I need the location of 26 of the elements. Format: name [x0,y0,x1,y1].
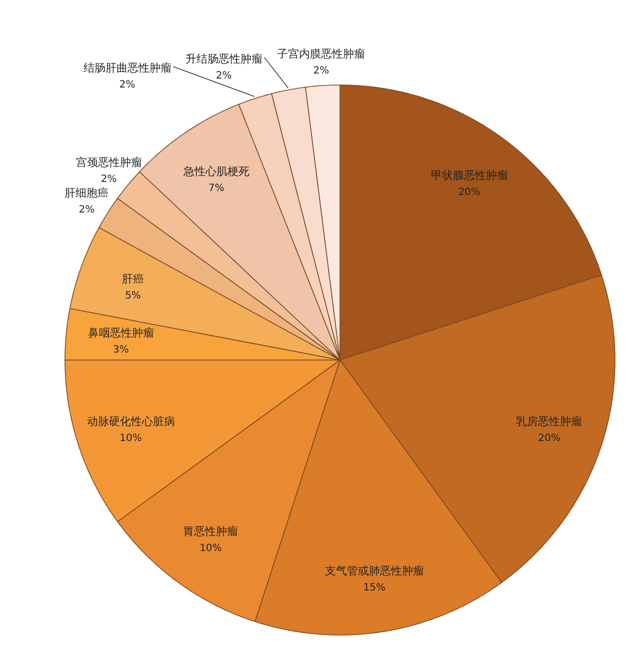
slice-label: 胃恶性肿瘤 [183,524,238,538]
slice-label: 子宫内膜恶性肿瘤 [277,48,366,61]
data-label: 2% [313,66,330,77]
slice-label: 甲状腺恶性肿瘤 [430,169,508,182]
data-label: 20% [538,432,560,444]
slice-label: 动脉硬化性心脏病 [86,414,175,428]
data-label: 2% [78,204,95,216]
data-label: 2% [119,80,136,91]
slice-label: 宫颈恶性肿瘤 [76,156,142,169]
slice-label: 支气管或肺恶性肿瘤 [324,564,424,578]
data-label: 15% [363,582,386,594]
data-label: 7% [208,183,224,194]
data-label: 5% [125,290,141,302]
slice-label: 结肠肝曲恶性肿瘤 [83,62,172,75]
slice-label: 鼻咽恶性肿瘤 [88,326,154,340]
data-label: 2% [100,174,117,185]
data-label: 2% [216,70,232,82]
slice-label: 肝癌 [122,272,144,286]
data-label: 20% [458,187,480,198]
data-label: 3% [113,344,129,356]
slice-label: 肝细胞癌 [64,186,109,200]
data-label: 10% [120,432,142,444]
data-label: 10% [200,542,222,554]
slice-label: 乳房恶性肿瘤 [516,414,582,428]
slice-label: 急性心肌梗死 [182,165,250,178]
slice-label: 升结肠恶性肿瘤 [185,52,262,66]
